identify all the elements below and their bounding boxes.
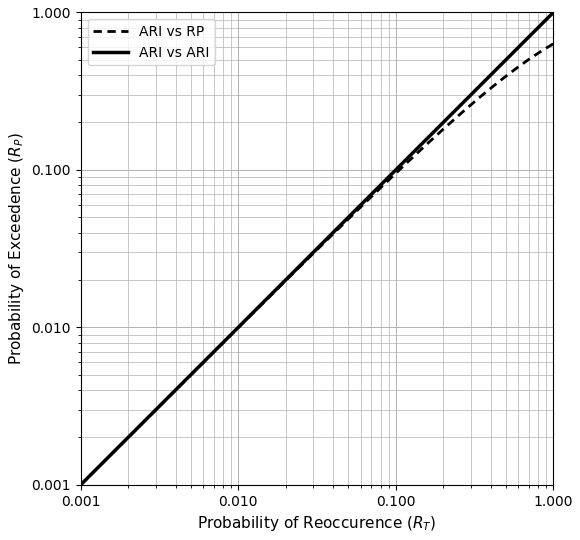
ARI vs RP <box>446 120 453 127</box>
ARI vs ARI <box>550 9 557 16</box>
ARI vs ARI <box>77 482 84 488</box>
ARI vs ARI <box>285 273 292 280</box>
ARI vs ARI <box>125 433 132 440</box>
ARI vs RP <box>285 274 292 281</box>
ARI vs RP <box>454 113 461 119</box>
X-axis label: Probability of Reoccurence ($R_T$): Probability of Reoccurence ($R_T$) <box>197 514 437 533</box>
Line: ARI vs RP: ARI vs RP <box>81 44 553 485</box>
ARI vs RP <box>269 291 276 298</box>
ARI vs ARI <box>454 105 461 111</box>
ARI vs RP <box>125 434 132 440</box>
ARI vs RP <box>77 482 84 488</box>
Line: ARI vs ARI: ARI vs ARI <box>81 12 553 485</box>
ARI vs ARI <box>402 157 409 164</box>
Legend: ARI vs RP, ARI vs ARI: ARI vs RP, ARI vs ARI <box>88 19 215 65</box>
ARI vs RP <box>402 161 409 167</box>
Y-axis label: Probability of Exceedence ($R_P$): Probability of Exceedence ($R_P$) <box>7 132 26 365</box>
ARI vs ARI <box>446 113 453 120</box>
ARI vs RP <box>550 40 557 47</box>
ARI vs ARI <box>269 291 276 297</box>
